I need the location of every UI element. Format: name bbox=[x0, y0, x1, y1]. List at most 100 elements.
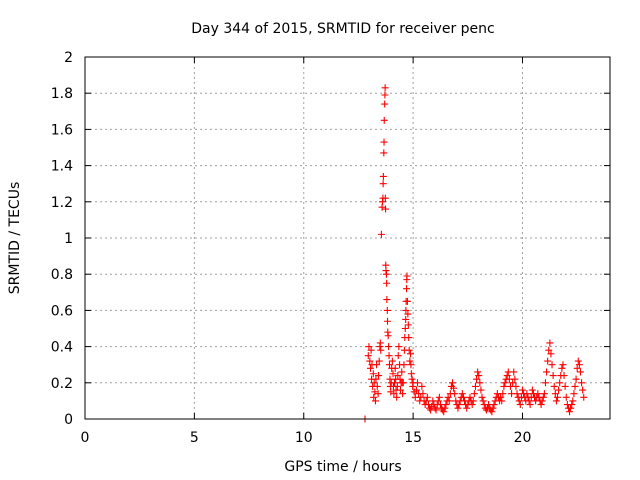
data-point bbox=[545, 346, 553, 354]
data-point bbox=[402, 306, 410, 314]
data-point bbox=[367, 346, 375, 354]
data-point bbox=[434, 397, 442, 405]
data-point bbox=[560, 372, 568, 380]
data-point bbox=[473, 375, 481, 383]
data-point bbox=[386, 361, 393, 369]
data-point bbox=[369, 370, 377, 378]
data-point bbox=[403, 297, 411, 305]
data-point bbox=[403, 285, 411, 293]
y-tick-label: 0.4 bbox=[51, 340, 73, 356]
data-point bbox=[377, 346, 385, 354]
data-point bbox=[408, 375, 416, 383]
data-point bbox=[381, 100, 389, 108]
data-point bbox=[380, 116, 388, 124]
data-point bbox=[393, 382, 401, 390]
data-point bbox=[418, 382, 426, 390]
data-point bbox=[526, 401, 534, 409]
data-points bbox=[361, 84, 588, 423]
data-point bbox=[380, 138, 388, 146]
data-point bbox=[500, 382, 508, 390]
data-point bbox=[543, 368, 551, 376]
data-point bbox=[574, 357, 582, 365]
data-point bbox=[537, 401, 545, 409]
data-point bbox=[394, 352, 402, 360]
data-point bbox=[390, 390, 398, 398]
data-point bbox=[569, 397, 577, 405]
y-tick-label: 2 bbox=[64, 50, 73, 66]
x-tick-label: 0 bbox=[81, 430, 90, 446]
data-point bbox=[489, 404, 497, 412]
data-point bbox=[379, 180, 387, 188]
data-point bbox=[432, 406, 440, 414]
y-tick-label: 0.8 bbox=[51, 267, 73, 283]
data-point bbox=[510, 368, 518, 376]
data-point bbox=[385, 343, 393, 351]
data-point bbox=[372, 375, 380, 383]
y-tick-label: 1.4 bbox=[51, 159, 73, 175]
data-point bbox=[377, 230, 385, 238]
data-point bbox=[380, 149, 388, 157]
data-point bbox=[385, 352, 393, 360]
data-point bbox=[375, 357, 383, 365]
data-point bbox=[389, 370, 397, 378]
x-tick-label: 10 bbox=[295, 430, 313, 446]
data-point bbox=[578, 379, 586, 387]
data-point bbox=[538, 397, 546, 405]
data-point bbox=[370, 379, 378, 387]
data-point bbox=[404, 321, 412, 329]
data-point bbox=[541, 379, 549, 387]
data-point bbox=[576, 368, 584, 376]
data-point bbox=[561, 382, 569, 390]
data-point bbox=[580, 393, 588, 401]
data-point bbox=[546, 339, 554, 347]
data-point bbox=[552, 397, 560, 405]
data-point bbox=[396, 375, 404, 383]
data-point bbox=[458, 390, 466, 398]
data-point bbox=[417, 393, 425, 401]
data-point bbox=[384, 332, 392, 340]
data-point bbox=[466, 393, 474, 401]
data-point bbox=[501, 379, 509, 387]
data-point bbox=[513, 390, 521, 398]
data-point bbox=[444, 393, 452, 401]
data-point bbox=[395, 343, 403, 351]
x-axis-label: GPS time / hours bbox=[284, 459, 401, 475]
data-point bbox=[366, 364, 374, 372]
data-point bbox=[478, 393, 486, 401]
x-tick-label: 5 bbox=[190, 430, 199, 446]
chart-title: Day 344 of 2015, SRMTID for receiver pen… bbox=[191, 21, 494, 37]
data-point bbox=[548, 361, 556, 369]
data-point bbox=[547, 350, 555, 358]
data-point bbox=[382, 270, 390, 278]
data-point bbox=[373, 361, 381, 369]
data-point bbox=[471, 382, 479, 390]
data-point bbox=[398, 368, 406, 376]
data-point bbox=[468, 401, 476, 409]
data-point bbox=[407, 350, 414, 358]
data-point bbox=[401, 325, 409, 332]
data-point bbox=[399, 379, 407, 387]
data-point bbox=[412, 386, 420, 394]
y-tick-label: 0.2 bbox=[51, 376, 73, 392]
data-point bbox=[391, 364, 399, 372]
data-point bbox=[405, 346, 413, 354]
data-point bbox=[365, 343, 373, 351]
data-point bbox=[459, 393, 467, 401]
data-point bbox=[559, 361, 567, 369]
x-tick-label: 20 bbox=[514, 430, 532, 446]
data-point bbox=[534, 390, 542, 398]
data-point bbox=[406, 357, 414, 365]
data-point bbox=[540, 390, 548, 398]
y-tick-label: 0.6 bbox=[51, 303, 73, 319]
data-point bbox=[396, 386, 404, 394]
y-tick-label: 1.8 bbox=[51, 86, 73, 102]
y-tick-label: 1.2 bbox=[51, 195, 73, 211]
data-point bbox=[407, 361, 415, 369]
data-point bbox=[435, 393, 443, 401]
data-point bbox=[525, 397, 533, 405]
data-point bbox=[571, 382, 579, 390]
data-point bbox=[402, 315, 410, 323]
data-point bbox=[488, 408, 496, 416]
